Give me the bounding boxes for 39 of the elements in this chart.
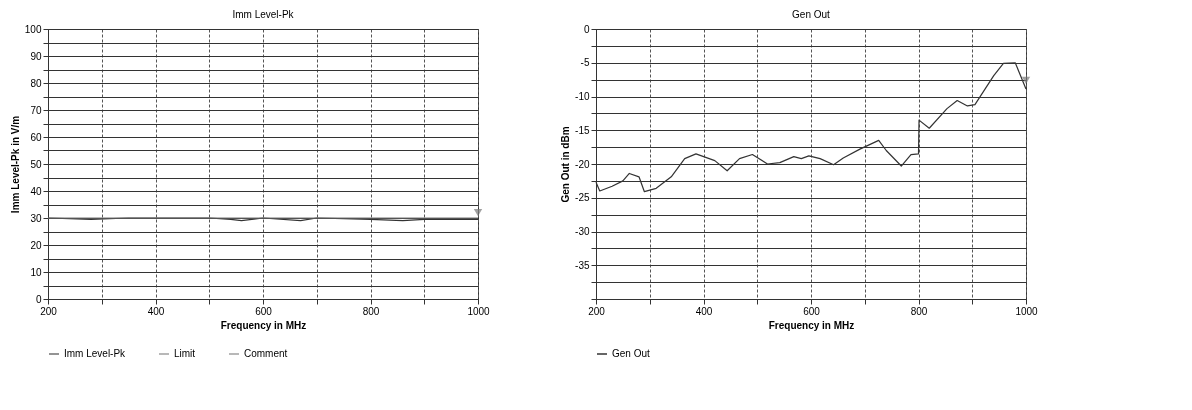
y-tick-label: -20 [575,158,590,170]
y-tick-label: -5 [580,57,590,69]
x-tick-label: 400 [147,305,165,317]
y-axis-title: Imm Level-Pk in V/m [9,115,21,214]
x-tick-label: 200 [588,305,606,317]
y-tick-label: 30 [30,212,42,224]
x-tick-label: 200 [40,305,58,317]
x-tick-label: 400 [695,305,713,317]
chart-title: Imm Level-Pk [232,9,295,20]
y-tick-label: 50 [30,158,42,170]
y-tick-label: -35 [575,259,590,271]
legend-label: Comment [244,348,288,359]
y-tick-label: -15 [575,124,590,136]
y-tick-label: 100 [24,23,42,35]
y-tick-label: -25 [575,192,590,204]
x-tick-label: 600 [255,305,273,317]
y-tick-label: 70 [30,104,42,116]
legend-label: Imm Level-Pk [64,348,127,359]
chart-title: Gen Out [792,9,831,20]
y-tick-label: 10 [30,266,42,278]
y-tick-label: 40 [30,185,42,197]
y-axis-title: Gen Out in dBm [560,126,572,203]
x-tick-label: 1000 [467,305,491,317]
y-tick-label: 20 [30,239,42,251]
x-axis-title: Frequency in MHz [220,319,307,331]
legend-label: Limit [174,348,196,359]
x-axis-title: Frequency in MHz [768,319,855,331]
x-tick-label: 800 [362,305,380,317]
y-tick-label: 90 [30,50,42,62]
legend-label: Gen Out [612,348,651,359]
y-tick-label: 80 [30,77,42,89]
x-tick-label: 1000 [1015,305,1039,317]
y-tick-label: 0 [583,23,590,35]
y-tick-label: 0 [35,293,42,305]
y-tick-label: -10 [575,91,590,102]
x-tick-label: 800 [910,305,928,317]
y-tick-label: 60 [30,131,42,143]
y-tick-label: -30 [575,226,590,237]
x-tick-label: 600 [803,305,821,317]
